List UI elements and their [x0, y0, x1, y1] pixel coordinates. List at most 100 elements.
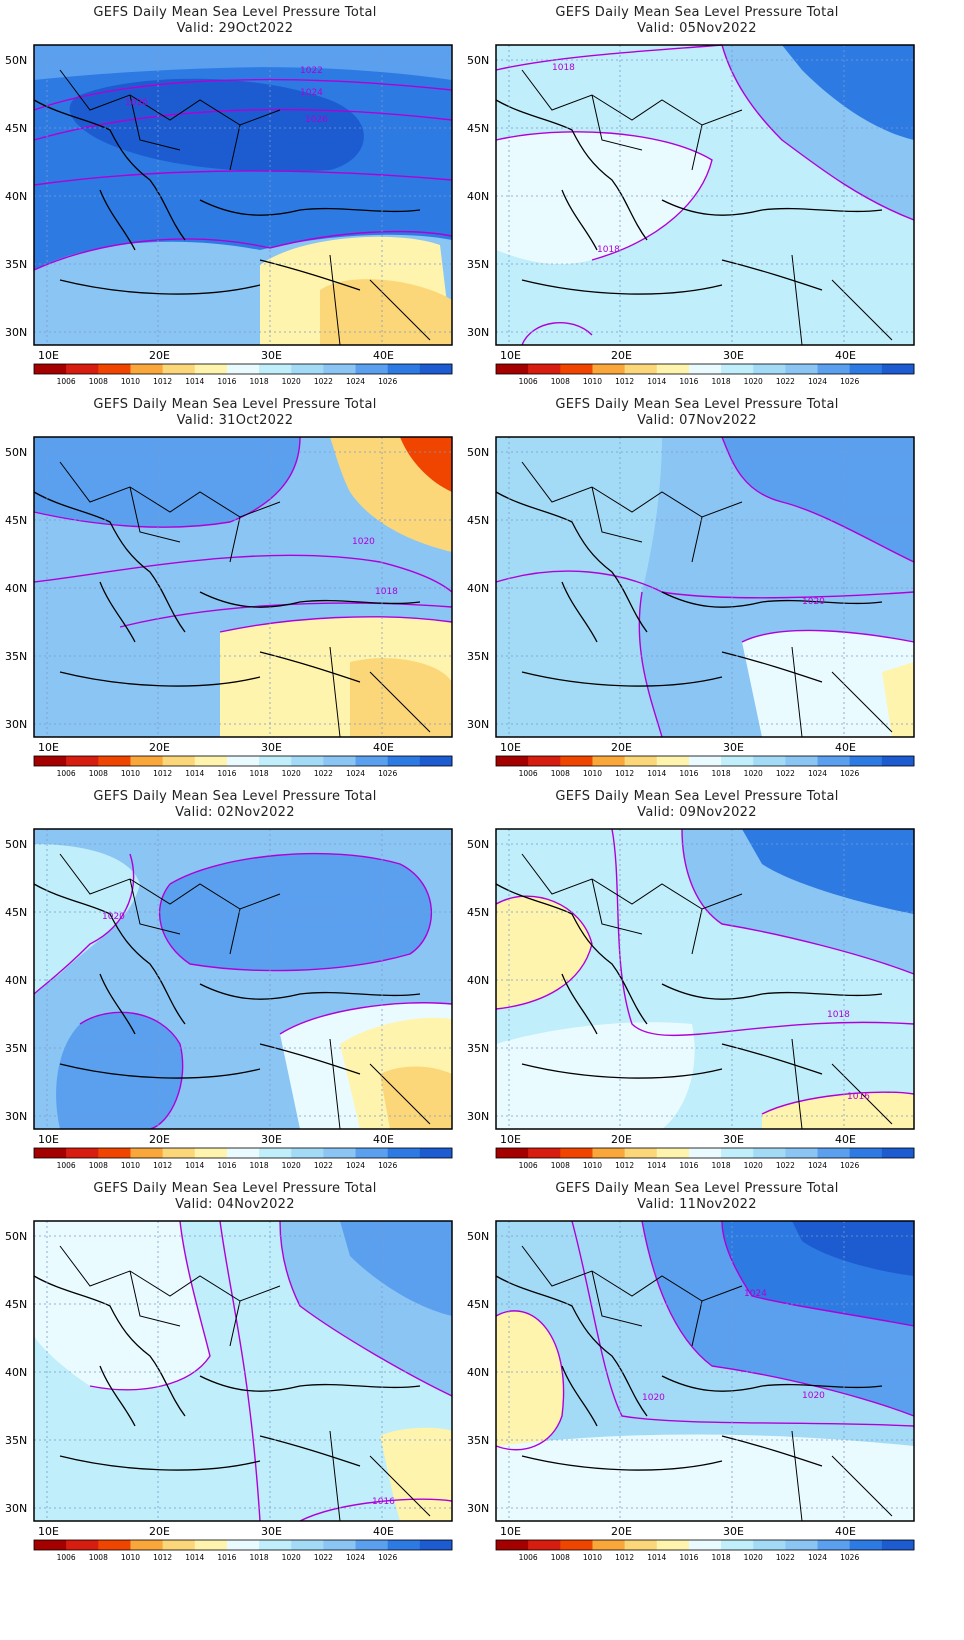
- colorbar-swatch: [387, 756, 421, 766]
- colorbar-swatch: [496, 1540, 529, 1550]
- political-borders: [521, 853, 893, 1130]
- colorbar: 1006 1008 1010 1012 1014 1016 1018 1020 1022 1024…: [495, 755, 915, 778]
- colorbar-swatch: [162, 364, 196, 374]
- colorbar-tick-label: 1026: [378, 769, 397, 778]
- colorbar-swatch: [130, 1540, 164, 1550]
- map-panel-02nov2022: GEFS Daily Mean Sea Level Pressure Total…: [0, 784, 470, 1194]
- pressure-contour: [721, 1220, 915, 1327]
- colorbar-tick-label: 1022: [776, 1161, 795, 1170]
- pressure-contour: [761, 1091, 915, 1115]
- colorbar-tick-label: 1024: [346, 769, 365, 778]
- colorbar-swatch: [226, 1540, 260, 1550]
- colorbar-tick-label: 1014: [185, 1553, 204, 1562]
- coastline: [33, 883, 421, 1079]
- colorbar-swatch: [592, 1540, 626, 1550]
- low-pressure-deep: [380, 1066, 452, 1129]
- colorbar-tick-label: 1016: [679, 1553, 698, 1562]
- lat-label: 30N: [467, 1110, 489, 1123]
- colorbar-tick-label: 1008: [89, 769, 108, 778]
- lon-label: 30E: [261, 741, 282, 754]
- colorbar-swatch: [323, 364, 357, 374]
- contour-label: 1020: [102, 912, 125, 922]
- colorbar-tick-label: 1012: [615, 1553, 634, 1562]
- colorbar-tick-label: 1022: [776, 1553, 795, 1562]
- colorbar-tick-label: 1006: [519, 769, 538, 778]
- colorbar: 1006 1008 1010 1012 1014 1016 1018 1020 1022 1024…: [33, 1147, 453, 1170]
- contour-label: 1026: [125, 98, 148, 108]
- lat-label: 30N: [467, 326, 489, 339]
- pressure-map: 1018 1016 50N 45N 40N 35N 30N 10E 20E 30…: [467, 828, 915, 1170]
- lon-label: 30E: [723, 1133, 744, 1146]
- pressure-map: 1024 1020 1020 50N 45N 40N 35N 30N 10E 2…: [467, 1220, 915, 1562]
- panel-title: GEFS Daily Mean Sea Level Pressure Total: [555, 1181, 839, 1196]
- colorbar-frame: [495, 755, 915, 767]
- colorbar-tick-label: 1012: [153, 1553, 172, 1562]
- colorbar-tick-label: 1024: [808, 1161, 827, 1170]
- panel-title: GEFS Daily Mean Sea Level Pressure Total: [555, 397, 839, 412]
- lon-grid: [508, 829, 845, 1129]
- lon-label: 10E: [38, 349, 59, 362]
- colorbar-tick-label: 1020: [744, 377, 763, 386]
- colorbar-tick-label: 1022: [314, 769, 333, 778]
- colorbar-swatch: [721, 1540, 754, 1550]
- pressure-contour: [279, 1220, 453, 1397]
- pressure-contour: [89, 1220, 211, 1391]
- lon-grid: [46, 1221, 383, 1521]
- pressure-contour: [79, 1011, 184, 1130]
- pressure-map: 1020 50N 45N 40N 35N 30N 10E 20E 30E 40E…: [5, 828, 453, 1170]
- colorbar-tick-label: 1012: [615, 1161, 634, 1170]
- low-pressure-west: [496, 1310, 564, 1450]
- colorbar-tick-label: 1008: [89, 1161, 108, 1170]
- map-frame: [495, 436, 915, 738]
- colorbar-swatch: [528, 756, 561, 766]
- colorbar-swatch: [259, 1540, 292, 1550]
- colorbar-swatch: [387, 1148, 421, 1158]
- colorbar-swatch: [291, 1148, 324, 1158]
- high-pressure-northeast: [722, 437, 914, 562]
- colorbar-tick-label: 1022: [776, 377, 795, 386]
- lat-label: 40N: [467, 1366, 489, 1379]
- lat-label: 45N: [5, 906, 27, 919]
- colorbar-swatch: [753, 364, 786, 374]
- lon-label: 30E: [723, 349, 744, 362]
- contour-label: 1016: [847, 1092, 870, 1102]
- panel-valid-date: Valid: 05Nov2022: [637, 21, 757, 36]
- colorbar-swatch: [656, 1148, 690, 1158]
- colorbar-swatch: [291, 1540, 324, 1550]
- colorbar-frame: [33, 755, 453, 767]
- colorbar-tick-label: 1018: [712, 769, 731, 778]
- contour-label: 1018: [827, 1010, 850, 1020]
- political-borders: [521, 1245, 893, 1522]
- colorbar-swatch: [496, 1148, 529, 1158]
- colorbar-tick-label: 1018: [250, 769, 269, 778]
- colorbar-swatch: [226, 756, 260, 766]
- lat-label: 35N: [467, 1434, 489, 1447]
- pressure-contour: [158, 852, 432, 972]
- coastline: [495, 1275, 883, 1471]
- colorbar-tick-label: 1026: [840, 769, 859, 778]
- pressure-contour: [119, 602, 453, 628]
- colorbar-swatch: [194, 1148, 228, 1158]
- contour-label: 1020: [642, 1393, 665, 1403]
- colorbar-swatch: [323, 1540, 357, 1550]
- lon-label: 40E: [835, 1133, 856, 1146]
- colorbar-swatch: [753, 756, 786, 766]
- lat-label: 50N: [5, 446, 27, 459]
- lat-label: 45N: [5, 1298, 27, 1311]
- contour-label: 1018: [375, 587, 398, 597]
- low-pressure-southeast: [380, 1427, 452, 1521]
- lon-label: 40E: [835, 1525, 856, 1538]
- colorbar-tick-label: 1014: [185, 769, 204, 778]
- lat-label: 45N: [467, 1298, 489, 1311]
- colorbar-tick-label: 1010: [583, 1553, 602, 1562]
- map-panel-07nov2022: GEFS Daily Mean Sea Level Pressure Total…: [462, 392, 932, 802]
- map-frame: [33, 828, 453, 1130]
- lon-label: 30E: [723, 1525, 744, 1538]
- colorbar-swatch: [785, 1540, 819, 1550]
- lat-label: 40N: [467, 974, 489, 987]
- lon-label: 30E: [723, 741, 744, 754]
- pressure-contour: [279, 1002, 453, 1035]
- colorbar-swatch: [817, 1148, 851, 1158]
- panel-valid-date: Valid: 11Nov2022: [637, 1197, 757, 1212]
- pressure-contour: [33, 436, 301, 528]
